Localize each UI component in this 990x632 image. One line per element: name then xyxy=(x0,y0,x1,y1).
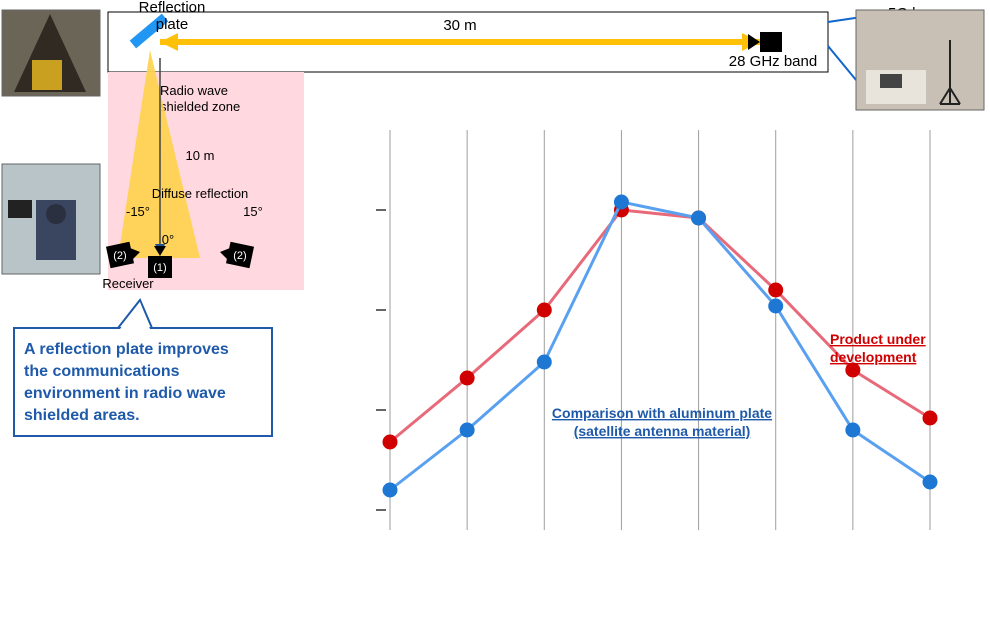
callout-l2: the communications xyxy=(24,363,180,380)
marker-product_under_development xyxy=(846,363,860,377)
photo-corridor xyxy=(2,10,100,96)
photo-base-station xyxy=(856,10,984,110)
marker-aluminum_plate xyxy=(846,423,860,437)
chart-yticks xyxy=(376,210,386,510)
marker-aluminum_plate xyxy=(614,195,628,209)
legend-blue-l1: Comparison with aluminum plate xyxy=(552,405,772,421)
marker-aluminum_plate xyxy=(692,211,706,225)
label-neg15: -15° xyxy=(126,204,150,219)
label-10m: 10 m xyxy=(186,148,215,163)
marker-aluminum_plate xyxy=(383,483,397,497)
marker-aluminum_plate xyxy=(537,355,551,369)
label-0: 0° xyxy=(162,232,174,247)
brace-line2 xyxy=(828,46,856,80)
label-shielded-l1: Radio wave xyxy=(160,83,228,98)
label-30m: 30 m xyxy=(443,17,476,34)
callout-l1: A reflection plate improves xyxy=(24,341,229,358)
label-diffuse: Diffuse reflection xyxy=(152,186,249,201)
label-band: 28 GHz band xyxy=(729,53,817,70)
label-pos15: 15° xyxy=(243,204,263,219)
chart-grid xyxy=(390,130,930,530)
label-reflection-plate-l1: Reflection xyxy=(139,0,206,16)
callout-l3: environment in radio wave xyxy=(24,385,226,402)
marker-product_under_development xyxy=(769,283,783,297)
marker-product_under_development xyxy=(923,411,937,425)
photo-receiver xyxy=(2,164,100,274)
label-shielded-l2: shielded zone xyxy=(160,99,240,114)
legend-blue-l2: (satellite antenna material) xyxy=(574,423,751,439)
label-reflection-plate-l2: plate xyxy=(156,16,189,33)
svg-text:(2): (2) xyxy=(113,250,126,262)
marker-aluminum_plate xyxy=(769,299,783,313)
svg-text:(1): (1) xyxy=(153,262,166,274)
marker-product_under_development xyxy=(537,303,551,317)
marker-aluminum_plate xyxy=(923,475,937,489)
figure-root: 30 m Reflection plate 28 GHz band 5G bas… xyxy=(0,0,990,632)
marker-product_under_development xyxy=(383,435,397,449)
legend-red-l1: Product under xyxy=(830,331,926,347)
svg-text:(2): (2) xyxy=(233,250,246,262)
legend-red-l2: development xyxy=(830,349,917,365)
callout-l4: shielded areas. xyxy=(24,407,140,424)
marker-product_under_development xyxy=(460,371,474,385)
label-receiver: Receiver xyxy=(102,276,154,291)
marker-aluminum_plate xyxy=(460,423,474,437)
